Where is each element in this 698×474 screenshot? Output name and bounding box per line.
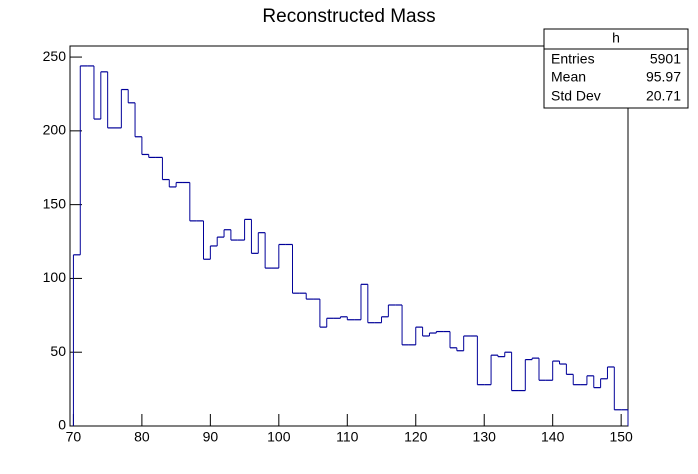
x-tick-label: 70: [66, 429, 82, 445]
y-tick-label: 50: [50, 343, 66, 359]
x-tick-label: 130: [473, 429, 497, 445]
x-tick-label: 90: [203, 429, 219, 445]
stats-label: Mean: [551, 69, 586, 85]
y-tick-label: 100: [43, 269, 67, 285]
x-tick-label: 140: [541, 429, 565, 445]
stats-frame: [543, 28, 689, 109]
stats-title: h: [612, 30, 620, 46]
stats-box: h Entries 5901 Mean 95.97 Std Dev 20.71: [543, 28, 689, 109]
y-tick-label: 150: [43, 195, 67, 211]
stats-label: Entries: [551, 51, 595, 67]
chart-title: Reconstructed Mass: [262, 6, 435, 27]
x-tick-label: 100: [267, 429, 291, 445]
stats-value: 20.71: [646, 88, 681, 104]
stats-value: 5901: [650, 51, 681, 67]
y-tick-label: 200: [43, 122, 67, 138]
stats-label: Std Dev: [551, 88, 601, 104]
x-tick-label: 110: [336, 429, 359, 445]
x-tick-label: 150: [609, 429, 633, 445]
y-tick-label: 0: [58, 417, 66, 433]
stats-value: 95.97: [646, 69, 681, 85]
x-tick-label: 120: [404, 429, 428, 445]
y-tick-label: 250: [43, 48, 67, 64]
x-tick-label: 80: [134, 429, 150, 445]
plot-frame: [69, 45, 629, 427]
